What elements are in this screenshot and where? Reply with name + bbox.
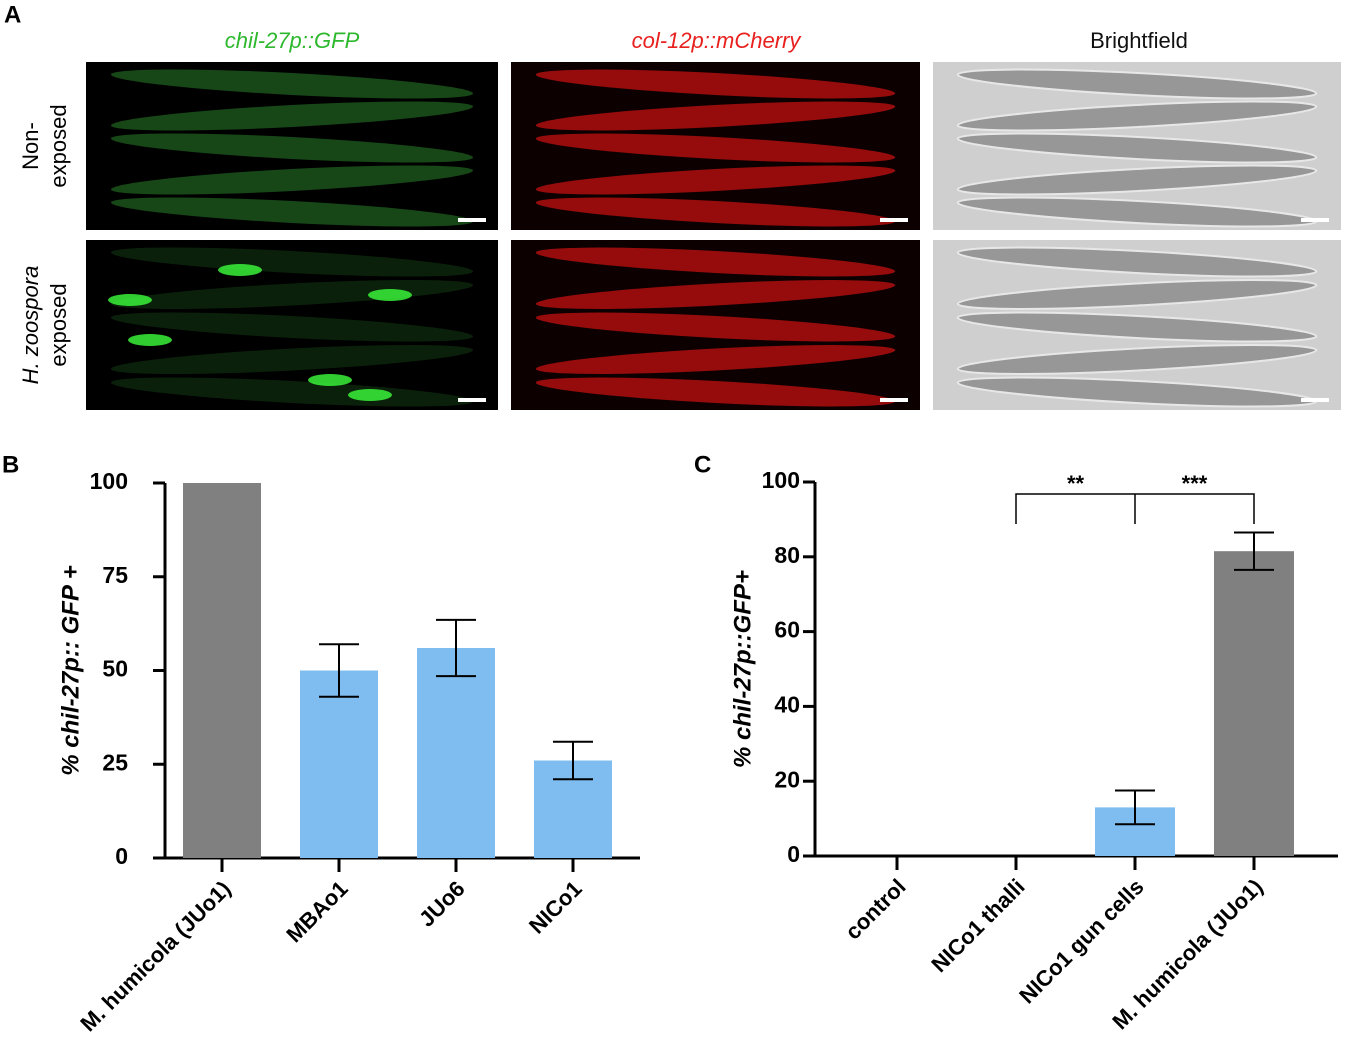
x-tick-label: control [840,874,910,944]
y-tick-label: 75 [102,562,128,588]
image-background [86,240,498,410]
gfp-spot [128,334,172,346]
micrograph [86,62,498,230]
significance-label: *** [1182,471,1208,496]
column-header: col-12p::mCherry [632,28,803,53]
x-tick-label: MBAo1 [281,876,352,947]
worm [535,101,896,131]
y-tick-label: 100 [762,467,800,493]
worm [110,165,474,195]
panel-letter: B [2,451,19,478]
x-tick-label: JUo6 [414,876,470,932]
y-tick-label: 25 [102,749,128,775]
worm [535,133,896,163]
worm [535,377,896,407]
y-tick-label: 0 [787,841,800,867]
micrograph [933,240,1341,410]
micrograph [86,240,498,410]
y-tick-label: 100 [90,468,128,494]
y-tick-label: 40 [774,691,800,717]
x-tick-label: M. humicola (JUo1) [75,876,235,1036]
worm [110,312,474,342]
gfp-spot [218,264,262,276]
worm [535,197,896,227]
row-label-line: exposed [46,283,71,366]
worm [956,132,1318,164]
worm [535,312,896,342]
row-label-line: H. zoospora [18,266,43,385]
worm [956,279,1318,310]
worm [535,247,896,277]
panel-letter: A [4,1,21,28]
micrograph [511,240,920,410]
column-header: chil-27p::GFP [225,28,360,53]
row-label: H. zoospora exposed [18,266,71,385]
worm [110,247,474,277]
worm [956,246,1318,278]
worm [110,344,474,375]
worm [110,133,474,163]
worm [535,280,896,309]
gfp-spot [108,294,152,306]
micrographs [86,62,1341,410]
worm [110,197,474,227]
micrograph [511,62,920,230]
worm [956,100,1318,132]
x-tick-label: NICo1 thalli [926,874,1029,977]
row-label: Non- exposed [18,104,71,187]
row-label-line: exposed [46,104,71,187]
worm [535,165,896,195]
worm [110,69,474,99]
worm [535,345,896,374]
y-axis-label: % chil-27p::GFP+ [729,570,756,768]
y-tick-label: 50 [102,656,128,682]
worm [956,311,1318,343]
x-tick-label: NICo1 gun cells [1014,874,1148,1008]
worm [956,164,1318,196]
worm [956,344,1318,375]
panel-letter: C [694,451,711,478]
gfp-spot [368,289,412,301]
error-bar [1234,531,1274,571]
y-tick-label: 20 [774,766,800,792]
y-tick-label: 0 [115,843,128,869]
y-tick-label: 80 [774,542,800,568]
error-bar [436,618,476,678]
worm [956,68,1318,100]
bar [183,483,261,858]
bar [300,670,378,858]
y-axis-label: % chil-27p:: GFP + [57,565,84,775]
worm [110,101,474,131]
worm [110,279,474,310]
bar [1214,551,1294,856]
row-label-line: Non- [18,122,43,170]
gfp-spot [308,374,352,386]
significance-label: ** [1067,471,1085,496]
y-tick-label: 60 [774,617,800,643]
x-tick-label: NICo1 [524,876,587,939]
error-bar [319,643,359,698]
column-header: Brightfield [1090,28,1188,53]
significance-bracket [1015,493,1255,524]
gfp-spot [348,389,392,401]
micrograph [933,62,1341,230]
error-bar [553,740,593,781]
bar [417,648,495,858]
error-bar [1115,789,1155,826]
worm [535,69,896,99]
